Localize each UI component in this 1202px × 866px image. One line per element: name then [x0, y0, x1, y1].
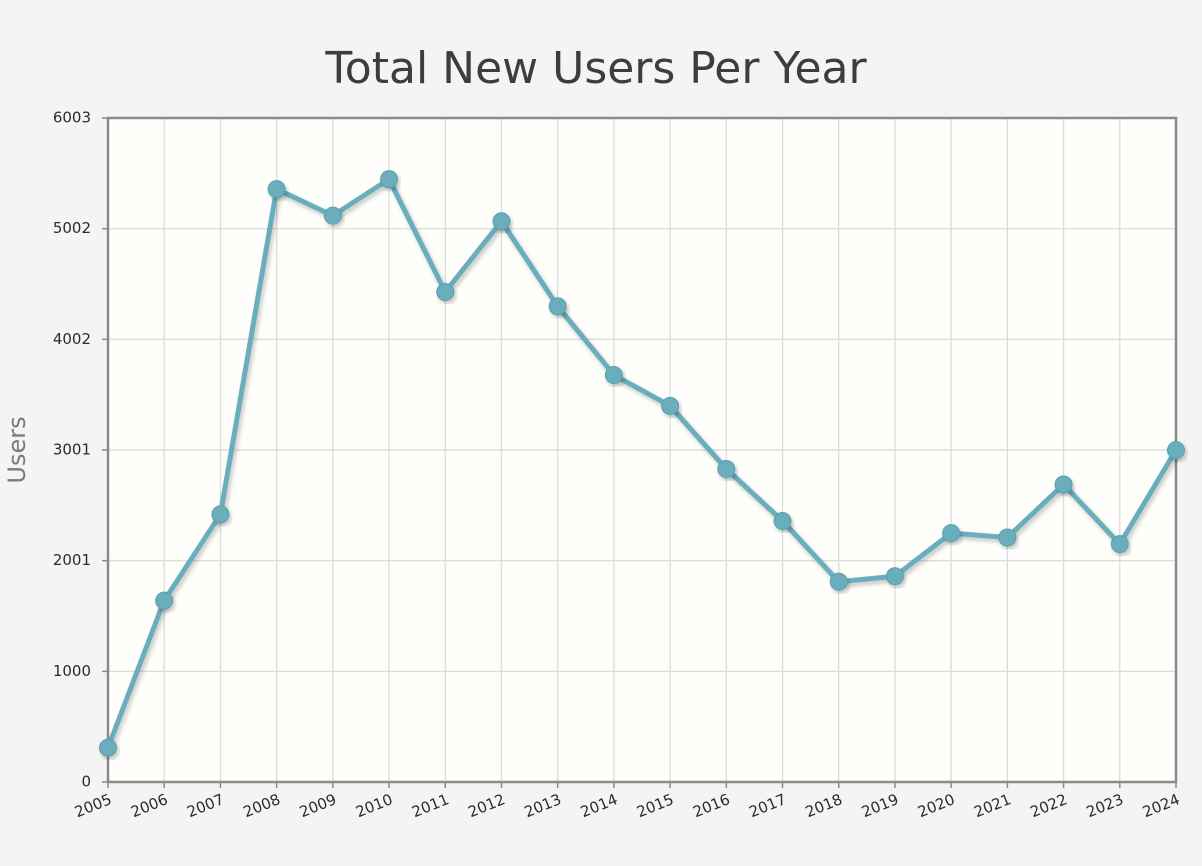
x-tick-label: 2015	[634, 790, 676, 821]
x-tick-label: 2010	[353, 790, 395, 821]
y-axis-ticks: 0 1000 2001 3001 4002 5002 6003	[53, 109, 108, 791]
data-point-2017[interactable]	[773, 511, 792, 530]
data-point-2021[interactable]	[998, 528, 1017, 547]
data-point-2023[interactable]	[1110, 535, 1129, 554]
data-point-2018[interactable]	[829, 572, 848, 591]
x-tick-label: 2012	[466, 790, 508, 821]
y-axis-label: Users	[3, 416, 31, 483]
series-line-users	[105, 176, 1179, 751]
data-point-2019[interactable]	[885, 567, 904, 586]
x-tick-label: 2014	[578, 790, 620, 821]
data-point-2007[interactable]	[211, 505, 230, 524]
x-axis-ticks: 2005 2006 2007 2008 2009 2010 2011 2012 2013 2014…	[72, 782, 1182, 821]
x-tick-label: 2022	[1028, 790, 1070, 821]
data-point-2013[interactable]	[548, 297, 567, 316]
x-tick-label: 2006	[128, 790, 170, 821]
data-point-2014[interactable]	[604, 365, 623, 384]
y-tick-label: 2001	[53, 551, 91, 569]
x-tick-label: 2016	[690, 790, 732, 821]
x-tick-label: 2018	[803, 790, 845, 821]
x-tick-label: 2024	[1140, 790, 1182, 821]
y-tick-label: 5002	[53, 219, 91, 237]
x-tick-label: 2017	[747, 790, 789, 821]
y-tick-label: 0	[81, 773, 91, 791]
x-tick-label: 2007	[184, 790, 226, 821]
grid-lines	[108, 118, 1176, 782]
data-point-2011[interactable]	[436, 282, 455, 301]
x-tick-label: 2005	[72, 790, 114, 821]
y-tick-label: 6003	[53, 109, 91, 127]
data-point-2015[interactable]	[661, 396, 680, 415]
data-point-2010[interactable]	[380, 170, 399, 189]
data-point-2024[interactable]	[1167, 441, 1185, 460]
data-point-2016[interactable]	[717, 459, 736, 478]
x-tick-label: 2023	[1084, 790, 1126, 821]
x-tick-label: 2013	[522, 790, 564, 821]
x-tick-label: 2011	[409, 790, 451, 821]
data-point-2006[interactable]	[155, 591, 174, 610]
x-tick-label: 2021	[971, 790, 1013, 821]
data-point-2012[interactable]	[492, 212, 511, 231]
data-point-2022[interactable]	[1054, 475, 1073, 494]
chart-title: Total New Users Per Year	[324, 43, 867, 94]
y-tick-label: 1000	[53, 662, 91, 680]
data-point-2005[interactable]	[99, 738, 117, 757]
series-users	[99, 170, 1185, 757]
x-tick-label: 2008	[241, 790, 283, 821]
data-point-2009[interactable]	[323, 206, 342, 225]
y-tick-label: 3001	[53, 441, 91, 459]
x-tick-label: 2019	[859, 790, 901, 821]
y-tick-label: 4002	[53, 330, 91, 348]
data-point-2008[interactable]	[267, 180, 286, 199]
x-tick-label: 2009	[297, 790, 339, 821]
data-point-2020[interactable]	[942, 524, 961, 543]
x-tick-label: 2020	[915, 790, 957, 821]
